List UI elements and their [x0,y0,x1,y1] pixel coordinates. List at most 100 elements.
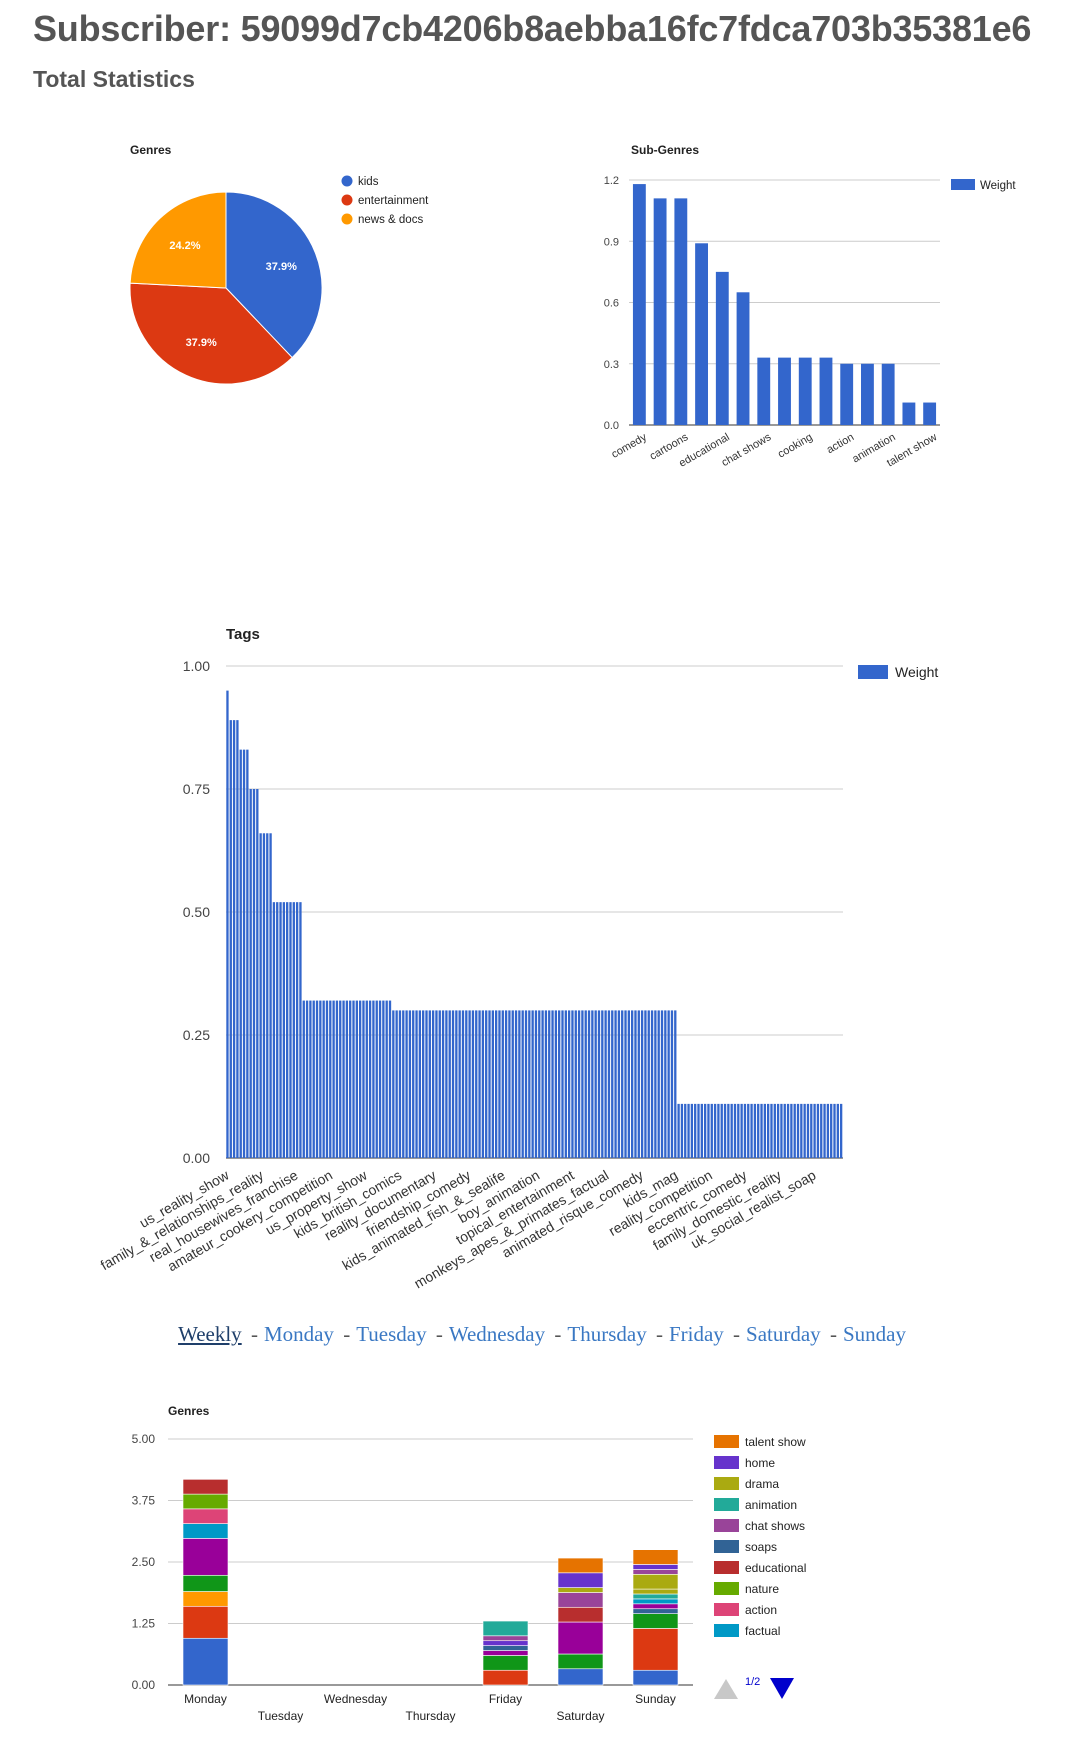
y-tick-label: 1.25 [132,1617,156,1631]
nav-separator: - [337,1322,351,1346]
bar [249,789,252,1158]
legend-entry: Weight [895,664,938,680]
bar [431,1010,435,1158]
legend-entry: Weight [980,180,1016,192]
bar [740,1103,743,1158]
bar [826,1103,830,1158]
bar [335,1000,339,1158]
nav-link-monday[interactable]: Monday [263,1322,334,1346]
stack-segment [632,1574,679,1590]
bar [232,720,236,1158]
nav-link-wednesday[interactable]: Wednesday [448,1322,546,1346]
bar [591,1010,594,1158]
bar [760,1103,763,1158]
stack-segment [182,1591,229,1607]
bar [471,1010,475,1158]
pie-title: Genres [130,143,172,157]
bar [514,1010,518,1158]
bar [428,1010,431,1158]
bar [508,1010,511,1158]
stack-segment [182,1605,229,1639]
legend-entry: kids [358,176,379,188]
bar [747,1103,750,1158]
bar [710,1103,713,1158]
bar [674,198,688,425]
nav-link-sunday[interactable]: Sunday [842,1322,906,1346]
genres-pie-chart: Genres 37.9% 37.9% 24.2% kids entertainment ne… [129,143,429,385]
nav-link-friday[interactable]: Friday [668,1322,724,1346]
y-tick-label: 0.00 [183,1150,210,1166]
bar [611,1010,614,1158]
legend-entry: chat shows [745,1519,805,1533]
legend-entry: talent show [745,1435,806,1449]
bar [259,833,262,1158]
nav-link-tuesday[interactable]: Tuesday [356,1322,427,1346]
bar [803,1103,806,1158]
bar [713,1103,717,1158]
bar [521,1010,524,1158]
bar [312,1000,315,1158]
legend-marker [714,1519,739,1532]
bar [475,1010,478,1158]
stack-segment [632,1598,679,1605]
pie-slice-label: 24.2% [169,240,200,252]
bar [388,1000,392,1158]
bar [355,1000,358,1158]
bar [465,1010,468,1158]
bar [551,1010,554,1158]
bar [315,1000,319,1158]
bar [554,1010,558,1158]
legend-entry: entertainment [358,195,429,207]
bar [325,1000,329,1158]
bar [358,1000,362,1158]
bar [770,1103,773,1158]
bar [763,1103,767,1158]
bar [544,1010,548,1158]
bar [236,720,239,1158]
bar [405,1010,408,1158]
legend-marker [714,1435,739,1448]
stack-segment [632,1669,679,1686]
bar [412,1010,415,1158]
y-tick-label: 0.6 [604,298,619,310]
bar [697,1103,700,1158]
bar [813,1103,816,1158]
bar [607,1010,611,1158]
bar [242,749,246,1158]
bar [786,1103,790,1158]
bar [385,1000,388,1158]
bar [322,1000,325,1158]
legend-marker [341,175,353,187]
bar [690,1103,694,1158]
x-tick-label: comedy [609,431,649,461]
bar [647,1010,650,1158]
bar [703,1103,707,1158]
bar [881,363,895,425]
bar [757,1103,760,1158]
bar [418,1010,422,1158]
bar [584,1010,587,1158]
legend-entry: nature [745,1582,779,1596]
x-tick-label: Wednesday [324,1692,387,1706]
nav-separator: - [824,1322,837,1346]
bar [269,833,272,1158]
bar [674,1010,677,1158]
nav-link-saturday[interactable]: Saturday [746,1322,821,1346]
legend-entry: home [745,1456,775,1470]
bar [461,1010,465,1158]
stack-segment [632,1588,679,1595]
bar [753,1103,757,1158]
nav-link-weekly[interactable]: Weekly [178,1322,242,1346]
bar [687,1103,690,1158]
bar [902,402,916,425]
bar [810,1103,813,1158]
nav-link-thursday[interactable]: Thursday [567,1322,647,1346]
legend-marker [714,1582,739,1595]
pager-next-icon[interactable] [770,1678,794,1699]
pager-prev-icon[interactable] [714,1679,738,1699]
bar [372,1000,375,1158]
bar [302,1000,305,1158]
legend-entry: educational [745,1561,806,1575]
bar [422,1010,425,1158]
stack-segment [482,1640,529,1646]
